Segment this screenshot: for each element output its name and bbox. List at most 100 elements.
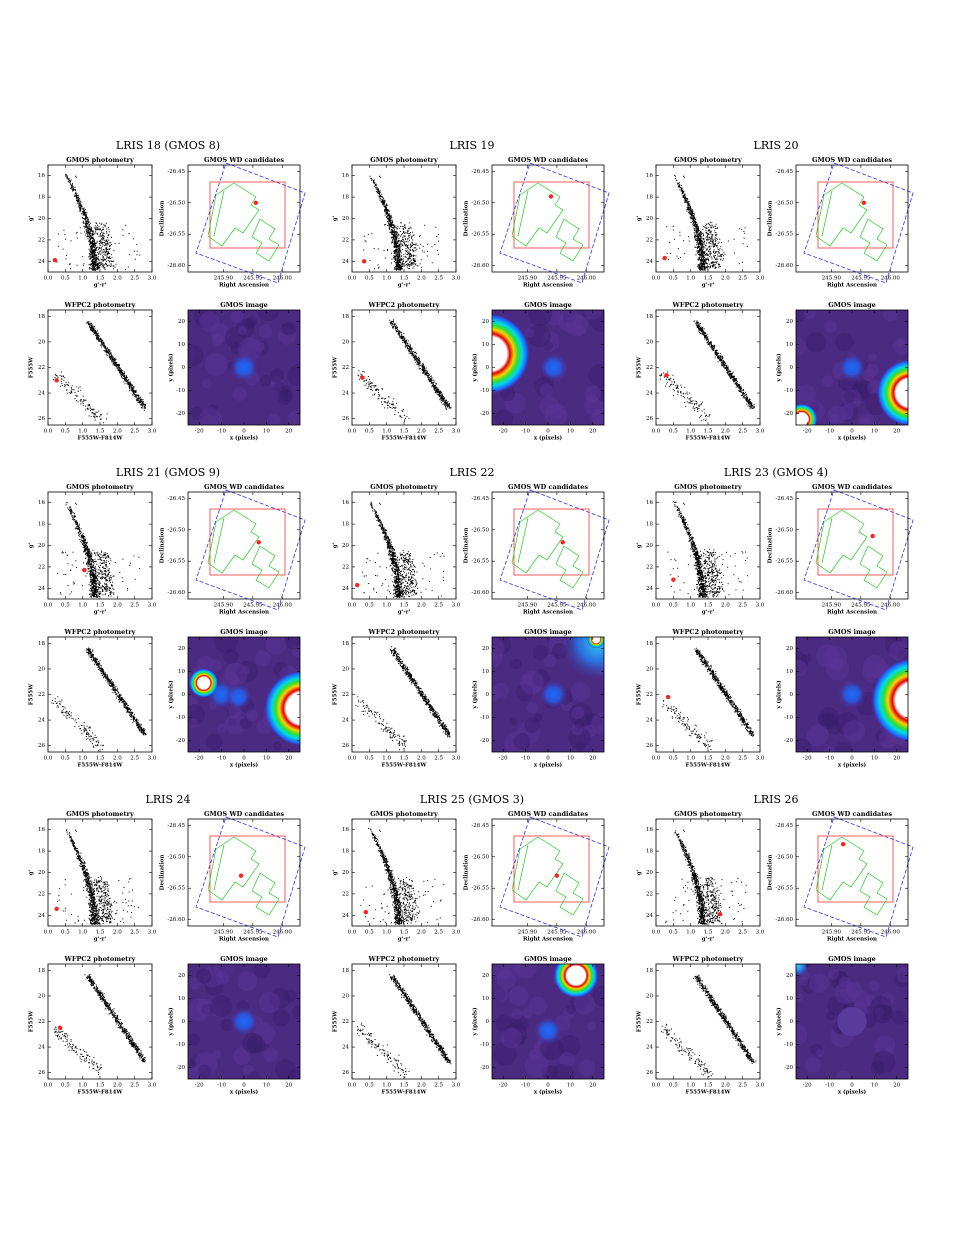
plot-frame	[795, 818, 909, 927]
x-tick-label: 245.95	[851, 603, 871, 609]
wfpc2-outline	[207, 509, 280, 589]
y-tick-label: 16	[646, 827, 653, 833]
plot-frame	[655, 818, 761, 927]
x-tick-label: 0.0	[652, 429, 661, 435]
x-tick-label: 10	[263, 429, 270, 435]
target-point	[363, 909, 369, 915]
y-tick-label: 18	[646, 522, 653, 528]
y-axis-label: Declination	[768, 855, 774, 891]
y-tick-label: -26.60	[167, 917, 185, 923]
image-noise	[261, 1043, 270, 1052]
x-tick-label: 1.0	[78, 276, 87, 282]
star-points	[664, 829, 747, 925]
y-tick-label: 20	[646, 666, 653, 672]
subplot-title: GMOS WD candidates	[508, 483, 588, 491]
image-noise	[524, 328, 535, 338]
y-tick-label: -10	[176, 388, 185, 394]
subplot-title: WFPC2 photometry	[368, 955, 440, 963]
image-noise	[528, 1049, 540, 1061]
x-tick-label: 0	[242, 429, 246, 435]
image-noise	[826, 719, 842, 735]
star-points	[662, 647, 755, 750]
x-tick-label: 1.0	[78, 1083, 87, 1089]
subplot-title: GMOS WD candidates	[812, 156, 892, 164]
x-tick-label: 0.0	[652, 930, 661, 936]
plot-frame	[655, 309, 761, 426]
image-noise	[882, 310, 898, 322]
subplot-title: GMOS WD candidates	[204, 156, 284, 164]
y-axis-label: y (pixels)	[472, 680, 479, 710]
x-axis-label: x (pixels)	[838, 435, 867, 442]
x-tick-label: 0.0	[652, 1083, 661, 1089]
plot-frame	[655, 636, 761, 753]
x-tick-label: 2.0	[721, 429, 730, 435]
image-noise	[824, 320, 838, 333]
x-axis-label: g'-r'	[94, 610, 107, 616]
image-noise	[883, 1046, 894, 1057]
y-axis-label: F555W	[637, 1010, 643, 1032]
y-tick-label: 10	[178, 342, 185, 348]
ccd-footprint	[803, 489, 914, 611]
y-axis-label: g'	[29, 869, 35, 875]
image-noise	[551, 403, 566, 418]
y-tick-label: 0	[182, 692, 186, 698]
x-tick-label: 1.0	[686, 603, 695, 609]
ccd-footprint	[499, 162, 610, 284]
x-tick-label: 2.5	[738, 603, 747, 609]
x-axis-label: g'-r'	[94, 283, 107, 289]
image-noise	[275, 1059, 296, 1079]
x-tick-label: 3.0	[148, 603, 157, 609]
image-noise	[829, 413, 840, 425]
image-noise	[237, 325, 247, 335]
image-noise	[223, 649, 239, 665]
y-tick-label: 18	[38, 968, 45, 974]
y-tick-label: 26	[342, 1070, 349, 1076]
y-axis-label: F555W	[29, 1010, 35, 1032]
y-tick-label: -10	[176, 715, 185, 721]
x-tick-label: 3.0	[148, 276, 157, 282]
y-tick-label: 26	[342, 743, 349, 749]
y-tick-label: 22	[646, 564, 653, 570]
ccd-footprint	[195, 162, 306, 284]
image-noise	[492, 686, 501, 702]
image-noise	[504, 964, 521, 977]
image-noise	[818, 712, 834, 727]
x-tick-label: 0.0	[348, 603, 357, 609]
image-noise	[589, 310, 604, 332]
y-tick-label: 20	[178, 646, 185, 652]
image-noise	[255, 650, 271, 667]
y-tick-label: 26	[342, 416, 349, 422]
image-noise	[211, 964, 236, 980]
y-tick-label: 20	[342, 666, 349, 672]
y-tick-label: -10	[176, 1042, 185, 1048]
image-noise	[204, 353, 228, 376]
plot-frame	[795, 309, 909, 426]
x-tick-label: 2.0	[417, 930, 426, 936]
plot-frame	[351, 636, 457, 753]
target-blob	[229, 1006, 259, 1037]
y-tick-label: 24	[342, 718, 349, 724]
image-noise	[544, 404, 568, 425]
image-noise	[189, 1055, 201, 1066]
x-tick-label: 20	[285, 756, 292, 762]
image-noise	[832, 970, 848, 986]
y-axis-label: y (pixels)	[776, 353, 783, 383]
plot-frame	[655, 164, 761, 273]
y-tick-label: -10	[784, 388, 793, 394]
y-tick-label: -26.45	[471, 496, 489, 502]
x-tick-label: 1.0	[686, 930, 695, 936]
subplot-title: GMOS WD candidates	[812, 483, 892, 491]
target-point	[548, 194, 554, 199]
y-tick-label: 22	[342, 891, 349, 897]
image-noise	[796, 738, 812, 752]
y-tick-label: -26.50	[775, 854, 793, 860]
y-axis-label: y (pixels)	[776, 1007, 783, 1037]
image-noise	[835, 712, 859, 736]
x-tick-label: 246.00	[881, 930, 901, 936]
x-tick-label: 1.0	[382, 1083, 391, 1089]
x-tick-label: 0.5	[365, 1083, 374, 1089]
x-axis-label: x (pixels)	[230, 1089, 259, 1096]
ccd-footprint	[499, 816, 610, 938]
plot-frame	[491, 309, 605, 426]
image-noise	[591, 712, 604, 736]
